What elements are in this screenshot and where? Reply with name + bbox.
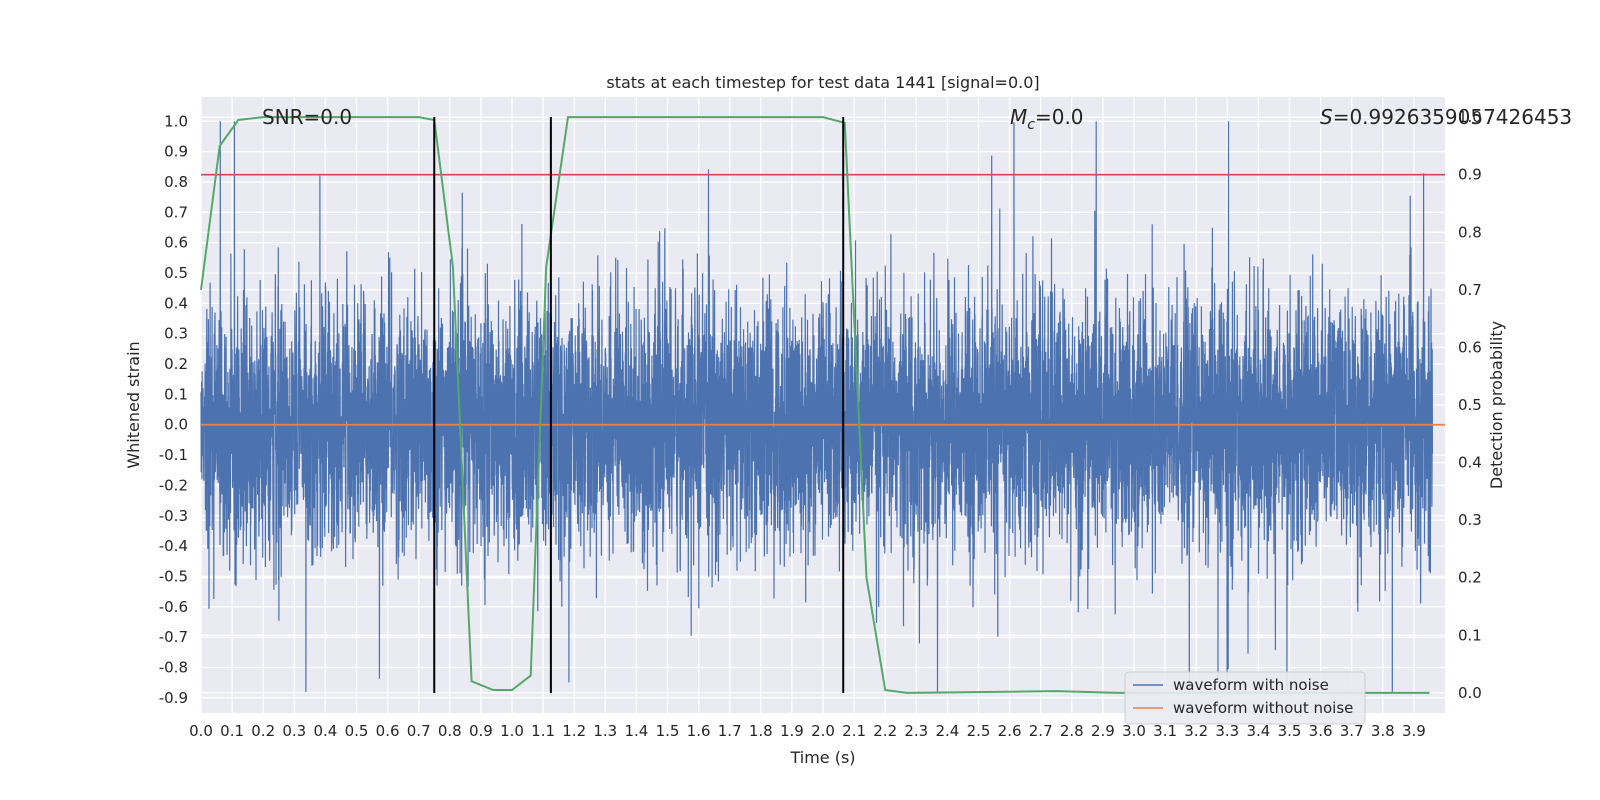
x-tick-label: 3.0 [1122,722,1146,740]
x-tick-label: 2.1 [842,722,866,740]
x-tick-label: 1.1 [531,722,555,740]
y-tick-label: 0.1 [164,385,188,403]
x-axis-label: Time (s) [789,748,855,767]
x-tick-label: 3.3 [1215,722,1239,740]
y-axis-label: Whitened strain [124,341,143,468]
x-tick-label: 2.7 [1029,722,1053,740]
x-tick-label: 1.0 [500,722,524,740]
series-detection-probability [200,116,1430,694]
x-tick-label: 0.0 [189,722,213,740]
y-tick-label: 1.0 [164,112,188,130]
x-tick-label: 3.2 [1184,722,1208,740]
s-symbol: S [1320,105,1333,129]
y-tick-label: -0.8 [159,658,188,676]
y2-tick-label: 0.4 [1458,454,1482,472]
y-tick-label: -0.4 [159,537,188,555]
y-tick-label: -0.6 [159,598,188,616]
y2-tick-label: 0.8 [1458,223,1482,241]
x-tick-label: 3.1 [1153,722,1177,740]
s-value: =0.9926359057426453 [1333,105,1572,129]
plot-area [200,116,1445,694]
y-tick-label: 0.8 [164,173,188,191]
y-tick-label: -0.9 [159,689,188,707]
x-tick-label: 2.4 [935,722,959,740]
snr-annotation: SNR=0.0 [262,105,352,129]
x-tick-label: 0.7 [407,722,431,740]
series-waveform-with-noise [200,121,1433,692]
mc-symbol: M [1010,105,1027,129]
y-tick-label: 0.5 [164,264,188,282]
x-tick-label: 3.9 [1402,722,1426,740]
x-tick-label: 1.2 [562,722,586,740]
x-tick-label: 0.6 [376,722,400,740]
axes-labels: 0.0 0.1 0.2 0.3 0.4 0.5 0.6 0.7 0.8 0.9 1.0 1.1 1.2 1… [159,108,1482,740]
x-tick-label: 1.3 [593,722,617,740]
x-tick-label: 3.8 [1371,722,1395,740]
x-tick-label: 0.2 [251,722,275,740]
y-tick-label: -0.1 [159,446,188,464]
x-tick-label: 3.6 [1309,722,1333,740]
y-tick-label: 0.6 [164,234,188,252]
x-tick-label: 0.5 [345,722,369,740]
y-tick-label: 0.4 [164,294,188,312]
mc-subscript: c [1027,117,1035,133]
y2-tick-label: 0.5 [1458,396,1482,414]
y2-tick-label: 0.6 [1458,338,1482,356]
x-tick-label: 2.0 [811,722,835,740]
y2-tick-label: 0.3 [1458,511,1482,529]
y-tick-label: -0.7 [159,628,188,646]
x-tick-label: 0.4 [313,722,337,740]
legend-box [1124,671,1366,725]
y2-tick-label: 1.0 [1458,108,1482,126]
x-tick-label: 2.9 [1091,722,1115,740]
y2-tick-label: 0.9 [1458,166,1482,184]
x-tick-label: 1.8 [749,722,773,740]
y-tick-label: 0.7 [164,203,188,221]
legend-label-noise: waveform with noise [1173,676,1329,694]
y-tick-label: -0.5 [159,567,188,585]
x-tick-label: 3.7 [1340,722,1364,740]
y2-tick-label: 0.2 [1458,569,1482,587]
x-tick-label: 2.5 [967,722,991,740]
x-tick-label: 0.1 [220,722,244,740]
x-tick-label: 0.8 [438,722,462,740]
x-tick-label: 2.2 [873,722,897,740]
legend-label-clean: waveform without noise [1173,699,1353,717]
y2-tick-label: 0.0 [1458,684,1482,702]
x-tick-label: 1.7 [718,722,742,740]
y-tick-label: 0.2 [164,355,188,373]
mc-value: =0.0 [1035,105,1084,129]
x-tick-label: 3.4 [1246,722,1270,740]
y-tick-label: -0.3 [159,507,188,525]
x-tick-label: 3.5 [1278,722,1302,740]
x-tick-label: 1.9 [780,722,804,740]
x-tick-label: 2.3 [904,722,928,740]
x-tick-label: 2.6 [998,722,1022,740]
y2-tick-label: 0.7 [1458,281,1482,299]
x-tick-label: 1.5 [656,722,680,740]
y-tick-label: -0.2 [159,476,188,494]
y-tick-label: 0.3 [164,325,188,343]
y-tick-label: 0.9 [164,143,188,161]
mc-annotation: Mc=0.0 [1010,105,1084,133]
x-tick-label: 1.4 [624,722,648,740]
chart-title: stats at each timestep for test data 144… [606,73,1039,92]
legend: waveform with noise waveform without noi… [1124,671,1366,725]
y-tick-label: 0.0 [164,416,188,434]
y2-tick-label: 0.1 [1458,626,1482,644]
y2-axis-label: Detection probability [1487,321,1506,489]
x-tick-label: 1.6 [687,722,711,740]
x-tick-label: 0.9 [469,722,493,740]
x-tick-label: 0.3 [282,722,306,740]
s-annotation: S=0.9926359057426453 [1320,105,1572,129]
x-tick-label: 2.8 [1060,722,1084,740]
